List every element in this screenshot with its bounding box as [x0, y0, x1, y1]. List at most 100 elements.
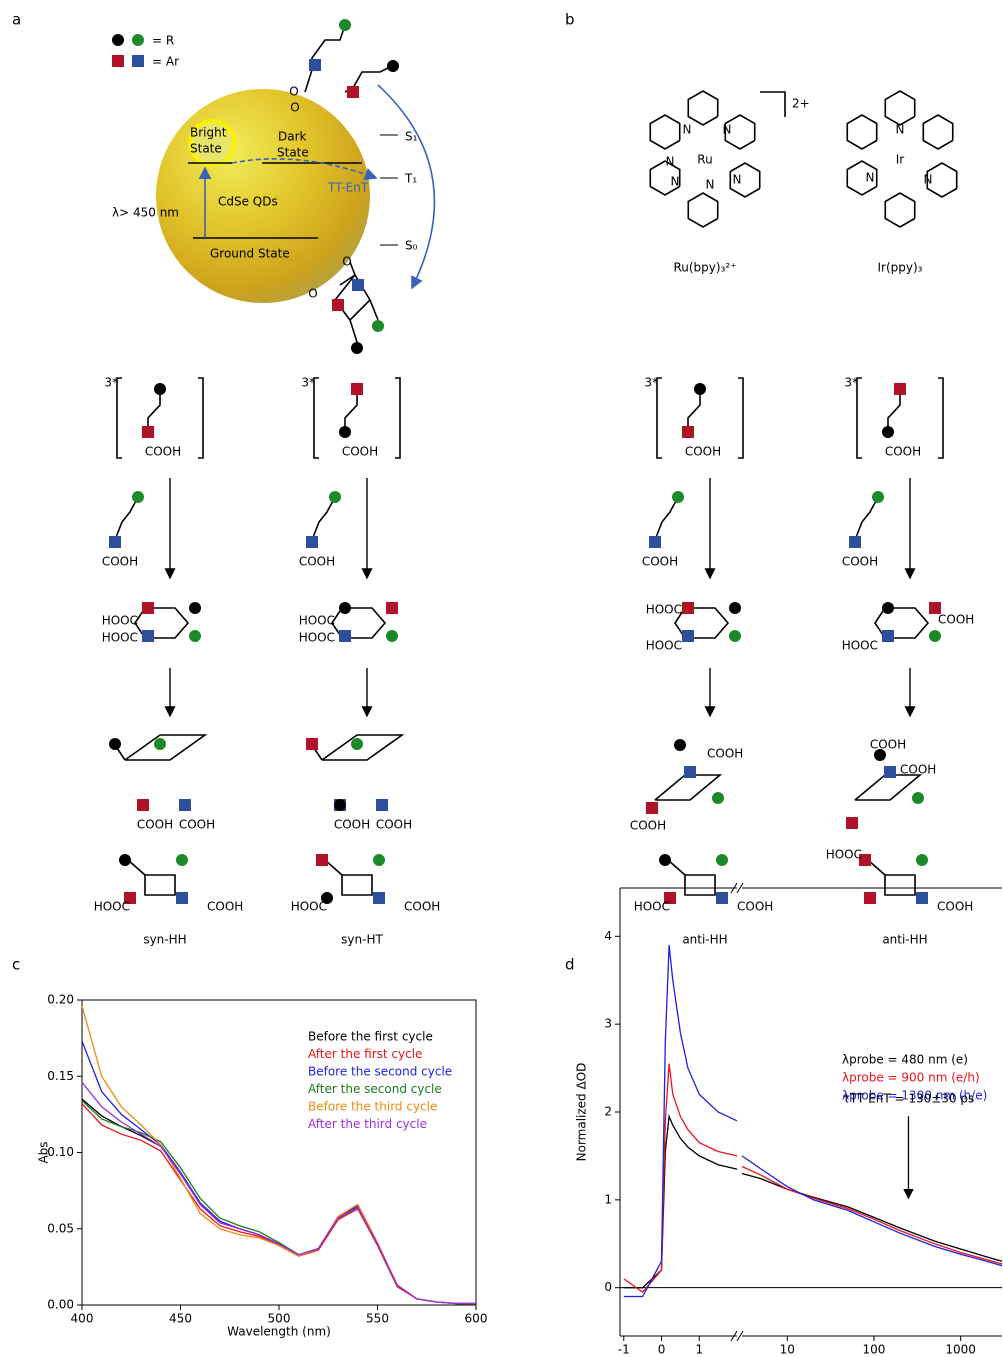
x-tick-label: 600 [465, 1312, 488, 1326]
label: HOOC [826, 848, 862, 862]
substituent-circle [176, 854, 188, 866]
substituent-circle [729, 630, 741, 642]
y-tick-label: 0.10 [47, 1145, 74, 1159]
label: Ir(ppy)₃ [878, 261, 923, 275]
label: Ru [697, 153, 712, 167]
label: TT-EnT [327, 181, 369, 195]
substituent-circle [154, 738, 166, 750]
bond [685, 875, 715, 895]
label: HOOC [291, 900, 327, 914]
substituent-circle [119, 854, 131, 866]
panel-label: b [565, 11, 575, 29]
substituent-circle [672, 491, 684, 503]
x-tick-label: 450 [169, 1312, 192, 1326]
substituent-circle [189, 602, 201, 614]
label: N [683, 123, 692, 137]
label: State [190, 142, 222, 156]
substituent-circle [154, 383, 166, 395]
substituent-square [682, 426, 694, 438]
label: 3* [301, 376, 315, 390]
x-tick-label: -1 [618, 1343, 630, 1357]
label: COOH [642, 555, 678, 569]
substituent-circle [339, 602, 351, 614]
substituent-square [916, 892, 928, 904]
y-tick-label: 0.20 [47, 993, 74, 1007]
label: 3* [104, 376, 118, 390]
panel-label: a [12, 11, 21, 29]
x-tick-label: 550 [366, 1312, 389, 1326]
x-tick-label: 100 [863, 1343, 886, 1357]
label: 3* [644, 376, 658, 390]
panel-label: d [565, 956, 575, 974]
bond [305, 25, 345, 92]
series-line [82, 1082, 476, 1303]
label: N [706, 178, 715, 192]
substituent-square [306, 738, 318, 750]
y-tick-label: 3 [604, 1017, 612, 1031]
bond [888, 390, 900, 432]
label: Bright [190, 126, 227, 140]
substituent-circle [109, 738, 121, 750]
substituent-circle [372, 320, 384, 332]
y-tick-label: 0.00 [47, 1298, 74, 1312]
substituent-square [112, 55, 124, 67]
label: COOH [707, 747, 743, 761]
x-tick-label: 400 [71, 1312, 94, 1326]
substituent-square [142, 630, 154, 642]
label: T₁ [404, 172, 417, 186]
label: COOH [938, 613, 974, 627]
label: COOH [137, 818, 173, 832]
bond [345, 390, 357, 432]
substituent-circle [351, 342, 363, 354]
bond [938, 378, 943, 458]
x-tick-label: 10 [780, 1343, 795, 1357]
label: N [924, 173, 933, 187]
substituent-circle [132, 34, 144, 46]
substituent-circle [872, 491, 884, 503]
label: State [277, 146, 309, 160]
bond [738, 378, 743, 458]
substituent-circle [712, 792, 724, 804]
label: COOH [207, 900, 243, 914]
label: COOH [145, 445, 181, 459]
label: COOH [685, 445, 721, 459]
substituent-square [137, 799, 149, 811]
substituent-circle [716, 854, 728, 866]
bond [688, 193, 717, 227]
substituent-square [386, 602, 398, 614]
label: COOH [885, 445, 921, 459]
bond [688, 390, 700, 432]
substituent-square [649, 536, 661, 548]
substituent-square [716, 892, 728, 904]
bond [857, 378, 862, 458]
bond [847, 115, 876, 149]
bond [125, 735, 205, 760]
substituent-square [347, 86, 359, 98]
substituent-square [682, 630, 694, 642]
x-tick-label: 0 [658, 1343, 666, 1357]
label: 3* [844, 376, 858, 390]
label: COOH [342, 445, 378, 459]
label: COOH [900, 763, 936, 777]
label: O [289, 85, 298, 99]
label: S₁ [405, 130, 418, 144]
substituent-circle [373, 854, 385, 866]
substituent-square [142, 426, 154, 438]
figure: abcd= R= ArBrightStateDarkStateS₁T₁S₀TT-… [0, 0, 1003, 1357]
label: anti-HH [682, 933, 727, 947]
substituent-square [176, 892, 188, 904]
series-line [82, 1041, 476, 1303]
label: COOH [299, 555, 335, 569]
substituent-circle [112, 34, 124, 46]
substituent-square [309, 59, 321, 71]
label: N [733, 173, 742, 187]
bond [885, 193, 914, 227]
label: HOOC [94, 900, 130, 914]
substituent-square [332, 299, 344, 311]
label: COOH [842, 555, 878, 569]
label: COOH [334, 818, 370, 832]
bond [395, 378, 400, 458]
y-tick-label: 0 [604, 1280, 612, 1294]
substituent-square [132, 55, 144, 67]
label: N [723, 123, 732, 137]
